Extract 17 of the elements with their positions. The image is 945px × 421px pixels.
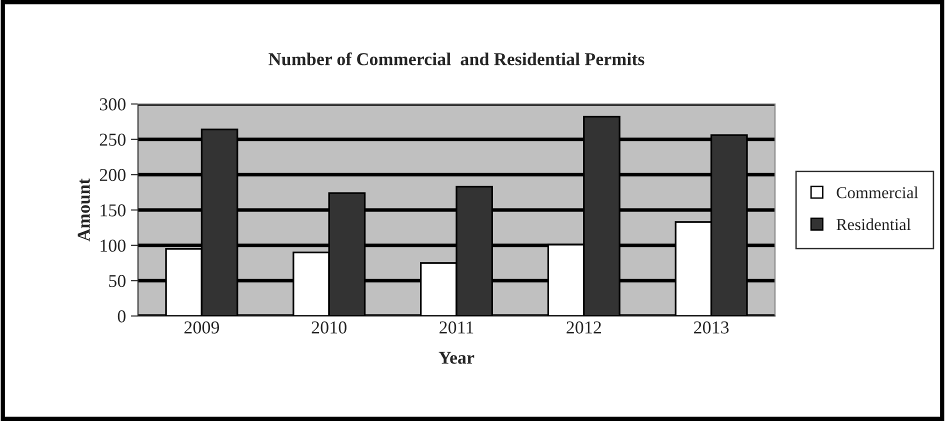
chart-title: Number of Commercial and Residential Permits bbox=[268, 52, 644, 66]
y-tick-label: 250 bbox=[100, 134, 126, 146]
x-tick-label: 2012 bbox=[566, 321, 601, 334]
x-tick-label: 2010 bbox=[312, 321, 346, 334]
y-tick-label: 300 bbox=[100, 98, 126, 110]
y-tick-label: 100 bbox=[100, 240, 126, 252]
y-tick-label: 0 bbox=[118, 310, 126, 322]
y-tick-label: 150 bbox=[100, 204, 126, 216]
x-axis-title: Year bbox=[438, 352, 474, 364]
y-tick-label: 50 bbox=[109, 274, 126, 288]
y-tick-label: 200 bbox=[100, 168, 126, 182]
x-tick-label: 2013 bbox=[694, 321, 729, 334]
y-axis-title: Amount bbox=[78, 178, 90, 242]
x-tick-label: 2011 bbox=[440, 321, 474, 334]
legend-label: Commercial bbox=[836, 186, 918, 198]
x-tick-label: 2009 bbox=[184, 321, 220, 334]
legend-label: Residential bbox=[836, 218, 911, 230]
